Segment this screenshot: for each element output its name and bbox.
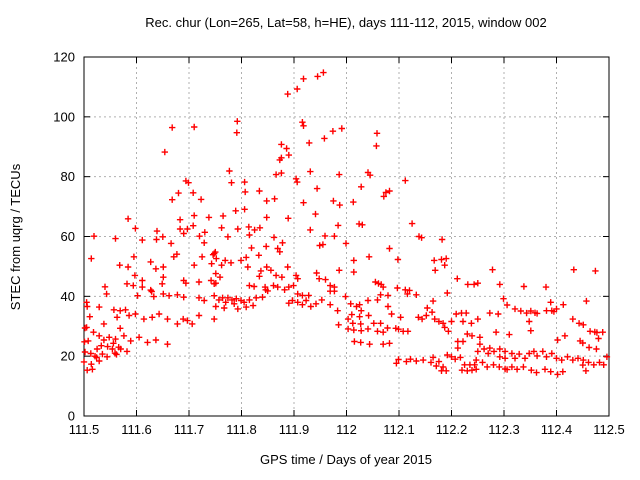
y-tick-label: 40 <box>61 289 75 304</box>
data-points <box>80 69 611 378</box>
x-tick-label: 112.3 <box>488 422 520 437</box>
chart-title: Rec. chur (Lon=265, Lat=58, h=HE), days … <box>145 15 546 30</box>
y-tick-label: 100 <box>53 109 75 124</box>
y-axis-label: STEC from uqrg / TECUs <box>8 163 23 310</box>
x-tick-label: 112.1 <box>383 422 415 437</box>
x-tick-label: 112.4 <box>541 422 573 437</box>
x-tick-label: 112 <box>336 422 357 437</box>
x-tick-label: 111.6 <box>121 422 152 437</box>
y-tick-label: 60 <box>61 229 75 244</box>
y-tick-label: 120 <box>53 50 75 65</box>
x-tick-label: 111.7 <box>174 422 205 437</box>
plot-area: 111.5 111.6 111.7 111.8 111.9 112 112.1 112.2 11… <box>53 50 624 438</box>
x-tick-label: 112.5 <box>593 422 625 437</box>
x-tick-label: 111.8 <box>226 422 257 437</box>
y-tick-label: 20 <box>61 349 75 364</box>
y-tick-label: 0 <box>68 409 75 424</box>
y-tick-label: 80 <box>61 169 75 184</box>
x-tick-label: 111.5 <box>69 422 100 437</box>
x-axis-label: GPS time / Days of year 2015 <box>260 452 432 467</box>
x-tick-label: 112.2 <box>436 422 468 437</box>
x-tick-label: 111.9 <box>279 422 310 437</box>
